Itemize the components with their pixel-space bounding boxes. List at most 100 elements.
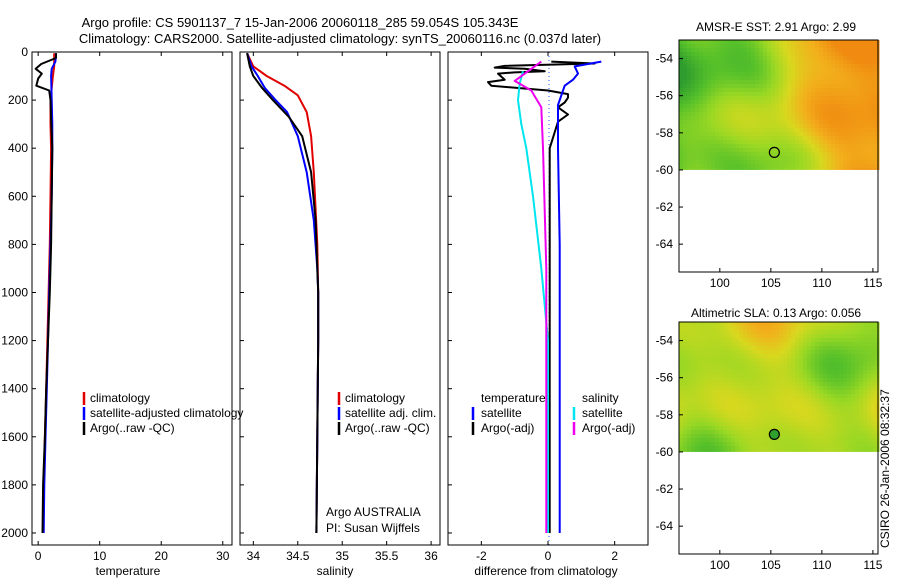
heatmap-cell (823, 56, 828, 61)
heatmap-cell (791, 450, 796, 452)
heatmap-cell (695, 334, 700, 339)
heatmap-cell (699, 116, 704, 121)
heatmap-cell (755, 334, 760, 339)
heatmap-cell (763, 450, 768, 452)
heatmap-cell (819, 56, 824, 61)
heatmap-cell (775, 402, 780, 407)
heatmap-cell (755, 48, 760, 53)
heatmap-cell (683, 450, 688, 452)
heatmap-cell (835, 80, 840, 85)
heatmap-cell (719, 358, 724, 363)
heatmap-cell (795, 160, 800, 165)
heatmap-cell (763, 418, 768, 423)
heatmap-cell (707, 438, 712, 443)
heatmap-cell (703, 438, 708, 443)
heatmap-cell (859, 160, 864, 165)
heatmap-cell (743, 382, 748, 387)
heatmap-cell (771, 136, 776, 141)
heatmap-cell (851, 370, 856, 375)
heatmap-cell (815, 144, 820, 149)
heatmap-cell (735, 52, 740, 57)
heatmap-cell (819, 132, 824, 137)
heatmap-cell (851, 426, 856, 431)
heatmap-cell (823, 334, 828, 339)
heatmap-cell (715, 346, 720, 351)
heatmap-cell (851, 394, 856, 399)
heatmap-cell (683, 144, 688, 149)
heatmap-cell (839, 148, 844, 153)
heatmap-cell (743, 406, 748, 411)
heatmap-cell (795, 108, 800, 113)
heatmap-cell (875, 144, 880, 149)
heatmap-cell (715, 386, 720, 391)
heatmap-cell (719, 334, 724, 339)
heatmap-cell (867, 56, 872, 61)
x-tick-label: 36 (424, 549, 438, 563)
heatmap-cell (855, 338, 860, 343)
heatmap-cell (827, 112, 832, 117)
heatmap-cell (831, 450, 836, 452)
heatmap-cell (875, 88, 880, 93)
heatmap-cell (791, 382, 796, 387)
heatmap-cell (755, 402, 760, 407)
heatmap-cell (831, 366, 836, 371)
heatmap-cell (799, 44, 804, 49)
heatmap-cell (691, 68, 696, 73)
heatmap-cell (811, 76, 816, 81)
heatmap-cell (699, 140, 704, 145)
heatmap-cell (747, 152, 752, 157)
heatmap-cell (783, 48, 788, 53)
heatmap-cell (815, 152, 820, 157)
heatmap-cell (715, 56, 720, 61)
heatmap-cell (751, 152, 756, 157)
heatmap-cell (719, 350, 724, 355)
heatmap-cell (819, 410, 824, 415)
heatmap-cell (715, 390, 720, 395)
heatmap-cell (779, 104, 784, 109)
heatmap-cell (703, 418, 708, 423)
heatmap-cell (691, 96, 696, 101)
heatmap-cell (875, 72, 880, 77)
heatmap-cell (735, 152, 740, 157)
heatmap-cell (855, 56, 860, 61)
heatmap-cell (743, 112, 748, 117)
heatmap-cell (747, 72, 752, 77)
heatmap-cell (711, 148, 716, 153)
heatmap-cell (767, 160, 772, 165)
heatmap-cell (867, 136, 872, 141)
heatmap-cell (711, 52, 716, 57)
heatmap-cell (799, 426, 804, 431)
heatmap-cell (815, 434, 820, 439)
heatmap-cell (739, 430, 744, 435)
heatmap-cell (703, 72, 708, 77)
heatmap-cell (867, 128, 872, 133)
heatmap-cell (743, 108, 748, 113)
heatmap-cell (775, 378, 780, 383)
heatmap-cell (791, 410, 796, 415)
heatmap-cell (851, 44, 856, 49)
heatmap-cell (811, 64, 816, 69)
heatmap-cell (691, 442, 696, 447)
heatmap-cell (775, 354, 780, 359)
heatmap-cell (699, 144, 704, 149)
heatmap-cell (775, 390, 780, 395)
heatmap-cell (799, 88, 804, 93)
heatmap-cell (763, 160, 768, 165)
heatmap-cell (787, 422, 792, 427)
heatmap-cell (863, 116, 868, 121)
heatmap-cell (739, 44, 744, 49)
heatmap-cell (787, 164, 792, 169)
heatmap-cell (847, 56, 852, 61)
heatmap-cell (875, 76, 880, 81)
heatmap-cell (691, 128, 696, 133)
heatmap-cell (831, 136, 836, 141)
heatmap-cell (779, 96, 784, 101)
heatmap-cell (791, 56, 796, 61)
heatmap-cell (827, 168, 832, 170)
heatmap-cell (827, 116, 832, 121)
heatmap-cell (855, 136, 860, 141)
heatmap-cell (787, 56, 792, 61)
heatmap-cell (683, 326, 688, 331)
heatmap-cell (731, 390, 736, 395)
heatmap-cell (687, 48, 692, 53)
